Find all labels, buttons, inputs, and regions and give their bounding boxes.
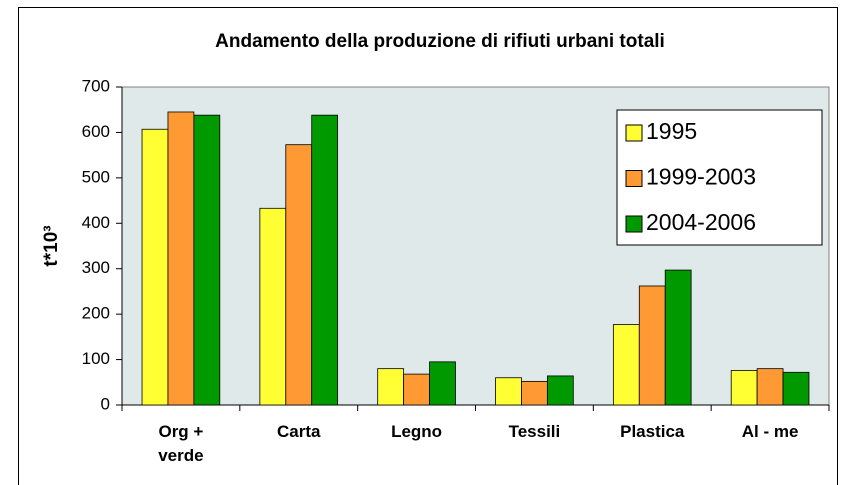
bar xyxy=(638,285,666,406)
bar xyxy=(259,207,287,406)
bar xyxy=(521,380,548,406)
legend-label: 2004-2006 xyxy=(646,209,756,235)
legend-swatch xyxy=(625,124,643,142)
x-tick-label: Al - me xyxy=(741,422,799,441)
x-tick-label: Legno xyxy=(391,422,443,441)
bar xyxy=(311,114,339,406)
bar xyxy=(285,144,313,406)
bar xyxy=(141,128,169,406)
y-tick-label: 0 xyxy=(101,394,110,413)
bar xyxy=(429,361,456,406)
bar xyxy=(612,324,640,406)
x-tick-label: Org + verde xyxy=(158,422,204,465)
x-tick-label: Plastica xyxy=(620,422,685,441)
bar xyxy=(730,370,758,406)
y-axis-label: t*10³ xyxy=(41,225,62,266)
y-tick-label: 400 xyxy=(82,213,110,232)
bar xyxy=(546,375,574,406)
y-tick-label: 200 xyxy=(82,304,110,323)
legend-swatch xyxy=(625,170,643,187)
bar xyxy=(167,111,195,406)
bar xyxy=(756,368,784,406)
x-tick-label: Tessili xyxy=(508,422,561,441)
chart-title: Andamento della produzione di rifiuti ur… xyxy=(215,31,665,52)
y-tick-label: 600 xyxy=(82,122,110,141)
x-tick-label: Carta xyxy=(277,422,321,441)
y-tick-label: 300 xyxy=(82,258,110,277)
bar xyxy=(664,269,692,406)
y-tick-label: 100 xyxy=(82,349,110,368)
y-tick-label: 500 xyxy=(82,167,110,186)
bar xyxy=(377,368,405,406)
legend-label: 1995 xyxy=(646,118,697,144)
bar xyxy=(193,114,221,406)
legend-swatch xyxy=(625,215,643,233)
bar xyxy=(782,371,810,406)
y-tick-label: 700 xyxy=(82,76,110,95)
legend-box xyxy=(616,109,823,246)
bar xyxy=(403,373,430,406)
bar xyxy=(495,377,522,406)
legend-label: 1999-2003 xyxy=(646,164,756,190)
